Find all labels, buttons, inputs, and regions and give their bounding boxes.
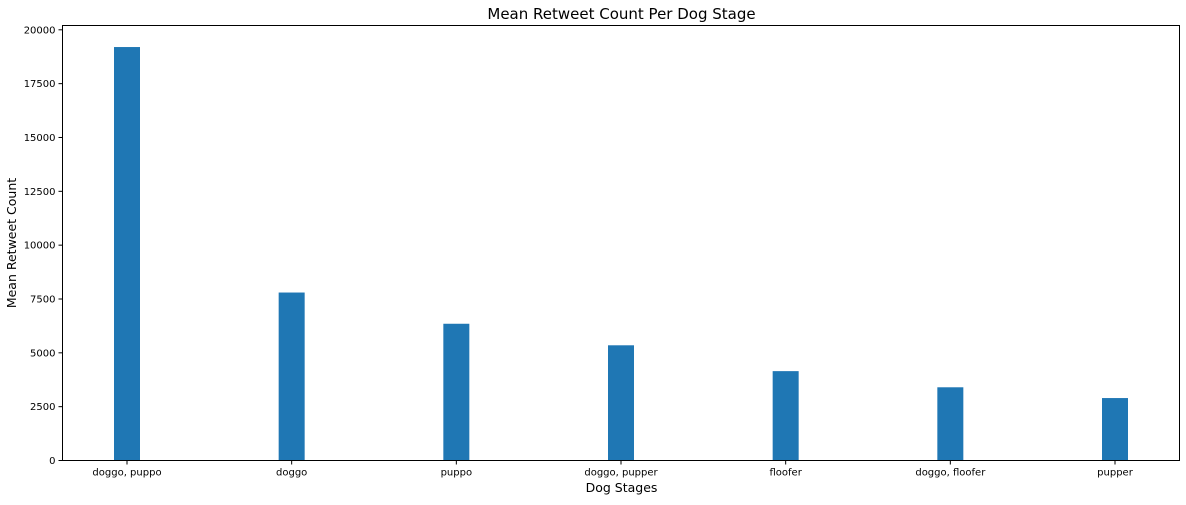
x-tick-label: floofer [770,468,803,479]
y-tick-label: 0 [49,456,55,467]
bar [114,47,140,461]
bar-series [114,47,1128,461]
chart-title: Mean Retweet Count Per Dog Stage [487,5,755,23]
y-tick-label: 10000 [24,241,56,252]
y-tick-label: 12500 [24,187,56,198]
x-tick-label: doggo, puppo [92,468,161,479]
bar [772,371,799,461]
y-axis-label: Mean Retweet Count [4,178,19,308]
x-tick-label: doggo [276,468,307,479]
x-tick-label: puppo [441,468,473,479]
plot-area-frame [62,25,1180,461]
bar [1102,398,1128,461]
y-tick-label: 20000 [24,25,56,36]
bar [443,323,470,461]
x-axis-ticks: doggo, puppo doggo puppo doggo, pupper floof… [92,460,1134,479]
y-tick-label: 5000 [30,348,55,359]
x-tick-label: doggo, floofer [915,468,986,479]
y-tick-label: 2500 [30,402,55,413]
y-tick-label: 15000 [24,133,56,144]
y-axis-ticks: 0 2500 5000 7500 10000 12500 15000 17500 20000 [24,25,63,467]
bar [278,292,305,461]
x-axis-label: Dog Stages [586,480,658,495]
bar [608,345,634,461]
x-tick-label: doggo, pupper [584,468,658,479]
x-tick-label: pupper [1097,468,1134,479]
y-tick-label: 17500 [24,79,56,90]
bar [937,387,964,461]
y-tick-label: 7500 [30,294,55,305]
